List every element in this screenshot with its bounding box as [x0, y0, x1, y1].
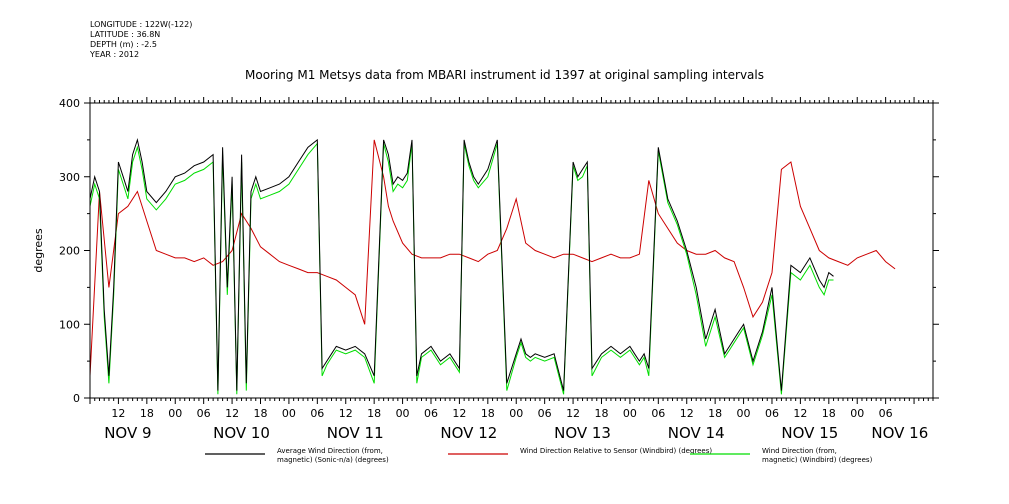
legend-label-3: Wind Direction (from, [762, 447, 837, 455]
y-axis-label: degrees [32, 228, 45, 273]
legend-label-1: Average Wind Direction (from, [277, 447, 383, 455]
x-tick-label: 18 [481, 407, 495, 420]
x-tick-label: 06 [651, 407, 665, 420]
x-tick-label: 06 [197, 407, 211, 420]
x-tick-label: 00 [737, 407, 751, 420]
x-tick-label: 00 [850, 407, 864, 420]
x-tick-label: 12 [111, 407, 125, 420]
series-line-2 [90, 139, 896, 376]
x-tick-label: 18 [594, 407, 608, 420]
x-tick-label: 06 [424, 407, 438, 420]
x-day-label: NOV 16 [871, 424, 928, 442]
x-tick-label: 18 [367, 407, 381, 420]
x-day-label: NOV 9 [104, 424, 151, 442]
metadata-longitude: LONGITUDE : 122W(-122) [90, 20, 193, 29]
chart-title: Mooring M1 Metsys data from MBARI instru… [245, 68, 764, 82]
x-tick-label: 18 [253, 407, 267, 420]
x-day-label: NOV 10 [213, 424, 270, 442]
x-tick-label: 06 [310, 407, 324, 420]
y-tick-label: 100 [59, 318, 80, 331]
x-tick-label: 00 [623, 407, 637, 420]
x-tick-label: 12 [566, 407, 580, 420]
x-tick-label: 12 [680, 407, 694, 420]
x-tick-label: 18 [708, 407, 722, 420]
series-line-3 [90, 142, 834, 395]
x-day-label: NOV 11 [327, 424, 384, 442]
legend-label-3-line2: magnetic) (Windbird) (degrees) [762, 456, 873, 464]
legend-label-2: Wind Direction Relative to Sensor (Windb… [520, 447, 712, 455]
x-day-label: NOV 13 [554, 424, 611, 442]
x-day-label: NOV 15 [781, 424, 838, 442]
x-tick-label: 00 [509, 407, 523, 420]
x-tick-label: 00 [282, 407, 296, 420]
x-tick-label: 06 [538, 407, 552, 420]
x-tick-label: 12 [452, 407, 466, 420]
x-tick-label: 18 [822, 407, 836, 420]
plot-frame [89, 102, 934, 399]
x-tick-label: 12 [339, 407, 353, 420]
series-line-1 [90, 137, 834, 391]
x-tick-label: 00 [396, 407, 410, 420]
legend-label-1-line2: magnetic) (Sonic-n/a) (degrees) [277, 456, 389, 464]
metadata-latitude: LATITUDE : 36.8N [90, 30, 161, 39]
x-tick-label: 00 [168, 407, 182, 420]
metadata-year: YEAR : 2012 [90, 50, 140, 59]
x-tick-label: 18 [140, 407, 154, 420]
metadata-block: LONGITUDE : 122W(-122) LATITUDE : 36.8N … [90, 20, 192, 60]
x-tick-label: 12 [793, 407, 807, 420]
y-tick-label: 200 [59, 245, 80, 258]
y-tick-label: 0 [73, 392, 80, 405]
x-day-label: NOV 14 [668, 424, 725, 442]
x-tick-label: 06 [765, 407, 779, 420]
metadata-depth: DEPTH (m) : -2.5 [90, 40, 157, 49]
x-day-label: NOV 12 [440, 424, 497, 442]
y-tick-label: 300 [59, 171, 80, 184]
x-tick-label: 12 [225, 407, 239, 420]
x-tick-label: 06 [879, 407, 893, 420]
y-tick-label: 400 [59, 97, 80, 110]
